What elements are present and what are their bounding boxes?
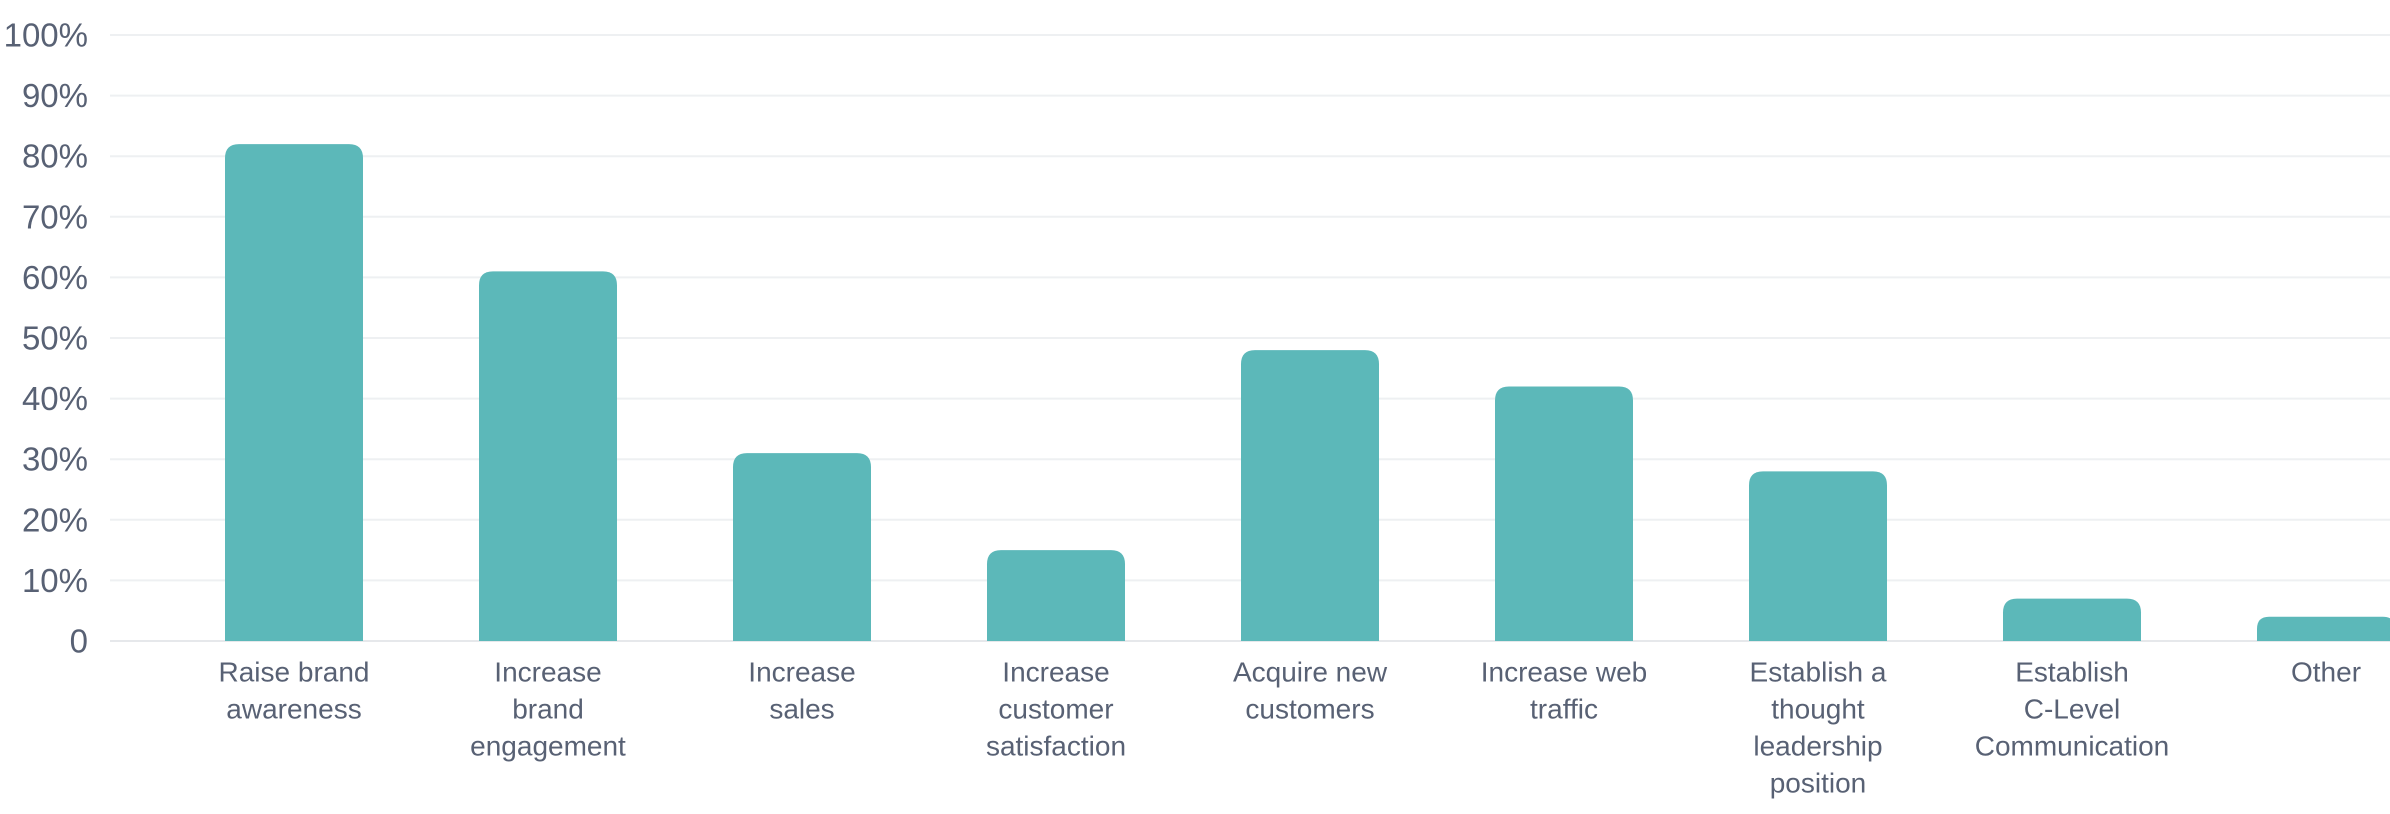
y-tick-label: 50%: [22, 320, 88, 357]
y-tick-label: 100%: [4, 17, 88, 54]
y-axis-ticks: 0 10% 20% 30% 40% 50% 60% 70% 80% 90% 100%: [4, 17, 88, 660]
x-tick-label-line: awareness: [226, 694, 361, 725]
y-tick-label: 20%: [22, 501, 88, 538]
bar: [225, 144, 363, 641]
x-tick-label-line: traffic: [1530, 694, 1598, 725]
y-tick-label: 70%: [22, 198, 88, 235]
x-tick-label-line: Acquire new: [1233, 657, 1388, 688]
x-tick-label-line: Raise brand: [219, 657, 370, 688]
x-tick-label-line: Increase web: [1481, 657, 1648, 688]
x-axis-labels: Raise brand awareness Increase brand engagem…: [219, 657, 2362, 799]
x-tick-label-line: Increase: [1002, 657, 1109, 688]
x-tick-label-line: leadership: [1753, 731, 1882, 762]
bar: [2003, 598, 2141, 641]
y-tick-label: 80%: [22, 138, 88, 175]
bar: [1241, 350, 1379, 641]
y-tick-label: 0: [70, 623, 88, 660]
bar: [987, 550, 1125, 641]
y-tick-label: 10%: [22, 562, 88, 599]
y-tick-label: 30%: [22, 441, 88, 478]
x-tick-label: Establish C-Level Communication: [1975, 657, 2170, 762]
x-tick-label-line: position: [1770, 768, 1867, 799]
x-tick-label: Increase customer satisfaction: [986, 657, 1126, 762]
x-tick-label: Increase brand engagement: [470, 657, 626, 762]
x-tick-label-line: sales: [769, 694, 834, 725]
x-tick-label-line: Establish: [2015, 657, 2129, 688]
x-tick-label: Raise brand awareness: [219, 657, 370, 725]
x-tick-label-line: Communication: [1975, 731, 2170, 762]
bar: [479, 271, 617, 641]
x-tick-label-line: Establish a: [1750, 657, 1887, 688]
x-tick-label: Increase web traffic: [1481, 657, 1648, 725]
x-tick-label-line: C-Level: [2024, 694, 2120, 725]
y-tick-label: 60%: [22, 259, 88, 296]
y-tick-label: 90%: [22, 77, 88, 114]
x-tick-label-line: satisfaction: [986, 731, 1126, 762]
x-tick-label-line: engagement: [470, 731, 626, 762]
bar: [1749, 471, 1887, 641]
bars: [225, 144, 2390, 641]
x-tick-label-line: customer: [998, 694, 1113, 725]
x-tick-label-line: thought: [1771, 694, 1865, 725]
bar: [1495, 386, 1633, 641]
x-tick-label-line: Increase: [494, 657, 601, 688]
x-tick-label: Other: [2291, 657, 2361, 688]
x-tick-label-line: customers: [1245, 694, 1374, 725]
bar: [733, 453, 871, 641]
x-tick-label: Acquire new customers: [1233, 657, 1388, 725]
x-tick-label-line: Increase: [748, 657, 855, 688]
x-tick-label-line: Other: [2291, 657, 2361, 688]
bar: [2257, 616, 2390, 641]
y-tick-label: 40%: [22, 380, 88, 417]
x-tick-label: Increase sales: [748, 657, 855, 725]
x-tick-label-line: brand: [512, 694, 584, 725]
x-tick-label: Establish a thought leadership position: [1750, 657, 1887, 799]
